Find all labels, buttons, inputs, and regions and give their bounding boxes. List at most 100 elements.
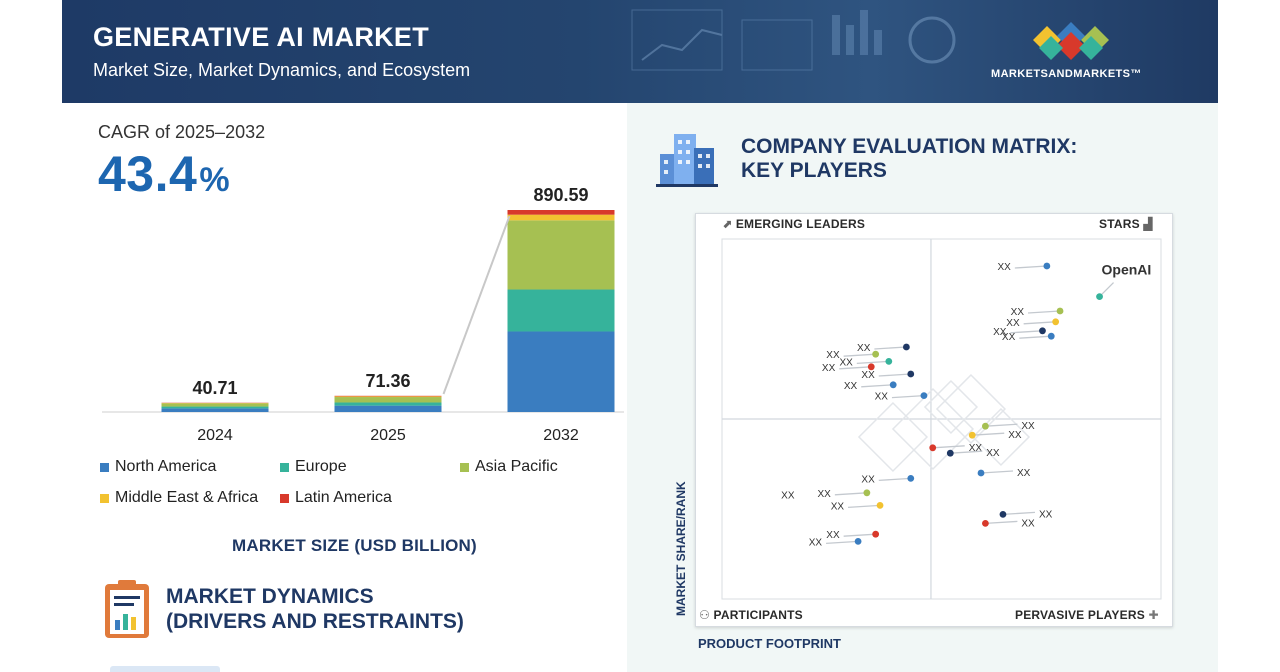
cagr-unit: % [199, 161, 231, 199]
point-leader-line [985, 520, 1018, 525]
company-point [1056, 307, 1064, 315]
company-point [876, 502, 884, 509]
bar-segment-2032-middle-east-africa [507, 214, 615, 221]
company-label: XX [826, 350, 840, 361]
market-size-bar-chart: 40.71 2024 71.36 2025 890.59 2032 [102, 185, 624, 444]
company-label: OpenAI [1102, 262, 1152, 278]
point-leader-line [843, 533, 876, 537]
legend-label: Asia Pacific [475, 458, 558, 475]
company-label: XX [831, 501, 845, 512]
matrix-title-line1: COMPANY EVALUATION MATRIX: [741, 135, 1078, 158]
company-label: XX [1002, 332, 1016, 343]
company-label: XX [1017, 468, 1031, 479]
point-leader-line [856, 360, 889, 365]
point-leader-line [839, 366, 872, 370]
company-point [1039, 327, 1046, 335]
company-point [1096, 293, 1103, 300]
brand-logo: MARKETSANDMARKETS™ [987, 18, 1187, 88]
company-label: XX [818, 489, 832, 500]
company-label: XX [875, 392, 889, 403]
legend-swatch [100, 493, 109, 503]
point-leader-line [972, 432, 1005, 436]
company-point [863, 489, 871, 497]
point-leader-line [834, 492, 867, 496]
bar-segment-2032-north-america [507, 331, 615, 412]
point-leader-line [861, 384, 894, 388]
legend-label: Middle East & Africa [115, 489, 259, 506]
point-leader-line [847, 504, 881, 509]
point-leader-line [878, 373, 911, 377]
point-leader-line [932, 445, 965, 449]
x-tick-label: 2032 [543, 427, 579, 444]
company-label: XX [839, 357, 853, 368]
legend-item: Europe [280, 458, 347, 476]
company-point [1043, 262, 1051, 270]
point-leader-line [950, 450, 983, 454]
point-leader-line [980, 470, 1014, 474]
bar-total-label: 890.59 [533, 185, 588, 205]
company-point [982, 422, 989, 430]
pervasive-players-label: PERVASIVE PLAYERS [1015, 608, 1145, 622]
company-label: XX [993, 327, 1007, 338]
growth-connector [442, 215, 511, 395]
legend-item: North America [100, 458, 216, 476]
company-point [982, 520, 989, 527]
logo-wordmark: MARKETSANDMARKETS™ [991, 68, 1142, 80]
bar-segment-2025-europe [334, 402, 442, 406]
cagr-label: CAGR of 2025–2032 [98, 122, 266, 142]
bar-total-label: 40.71 [192, 378, 237, 398]
header-decoration [631, 9, 956, 71]
point-leader-line [1019, 335, 1052, 339]
clipboard-chart-icon [105, 580, 149, 638]
company-label: XX [1039, 509, 1053, 520]
matrix-title: COMPANY EVALUATION MATRIX: KEY PLAYERS [741, 135, 1077, 183]
point-leader-line [1023, 321, 1056, 325]
participants-icon: ⚇ [699, 608, 710, 622]
stars-icon: ▟ [1143, 217, 1153, 231]
market-dynamics-line1: MARKET DYNAMICS [166, 585, 374, 608]
company-label: XX [861, 370, 875, 381]
legend-swatch [100, 462, 109, 472]
quadrant-stars: STARS ▟ [1099, 217, 1153, 231]
bar-segment-2025-middle-east-africa [334, 396, 442, 398]
quadrant-emerging-leaders: ⬈ EMERGING LEADERS [722, 217, 865, 231]
company-label: XX [998, 262, 1012, 273]
company-point [999, 511, 1007, 518]
point-leader-line [826, 540, 859, 545]
company-label: XX [1021, 518, 1035, 529]
quadrant-participants: ⚇ PARTICIPANTS [699, 608, 803, 622]
x-tick-label: 2024 [197, 427, 233, 444]
company-point [885, 358, 893, 365]
company-point [854, 538, 862, 545]
stars-label: STARS [1099, 217, 1140, 231]
company-label: XX [1006, 318, 1020, 329]
emerging-leaders-label: EMERGING LEADERS [735, 217, 866, 231]
legend-label: North America [115, 458, 217, 475]
company-label: XX [1011, 307, 1025, 318]
legend-swatch [460, 462, 469, 472]
participants-label: PARTICIPANTS [713, 608, 803, 622]
matrix-y-axis-label: MARKET SHARE/RANK [674, 481, 688, 616]
company-point [946, 449, 954, 457]
company-point [907, 370, 915, 378]
bar-segment-2025-asia-pacific [334, 397, 442, 403]
quadrant-pervasive-players: PERVASIVE PLAYERS ✚ [1015, 608, 1159, 622]
legend-item: Latin America [280, 489, 392, 507]
watermark-diamonds [857, 373, 1031, 473]
next-section-stub [110, 666, 220, 672]
bar-segment-2025-north-america [334, 405, 442, 412]
company-label: XX [1021, 421, 1035, 432]
emerging-leaders-icon: ⬈ [722, 217, 733, 231]
point-leader-line [878, 477, 911, 482]
legend-item: Middle East & Africa [100, 489, 258, 507]
header-banner: GENERATIVE AI MARKET Market Size, Market… [62, 0, 1218, 103]
bar-segment-2032-asia-pacific [507, 220, 615, 290]
legend-label: Latin America [295, 489, 392, 506]
company-point [929, 444, 937, 452]
bar-segment-2024-north-america [161, 408, 269, 412]
logo-diamonds-icon [1033, 22, 1109, 60]
company-point [872, 530, 880, 538]
company-point [1052, 318, 1060, 326]
